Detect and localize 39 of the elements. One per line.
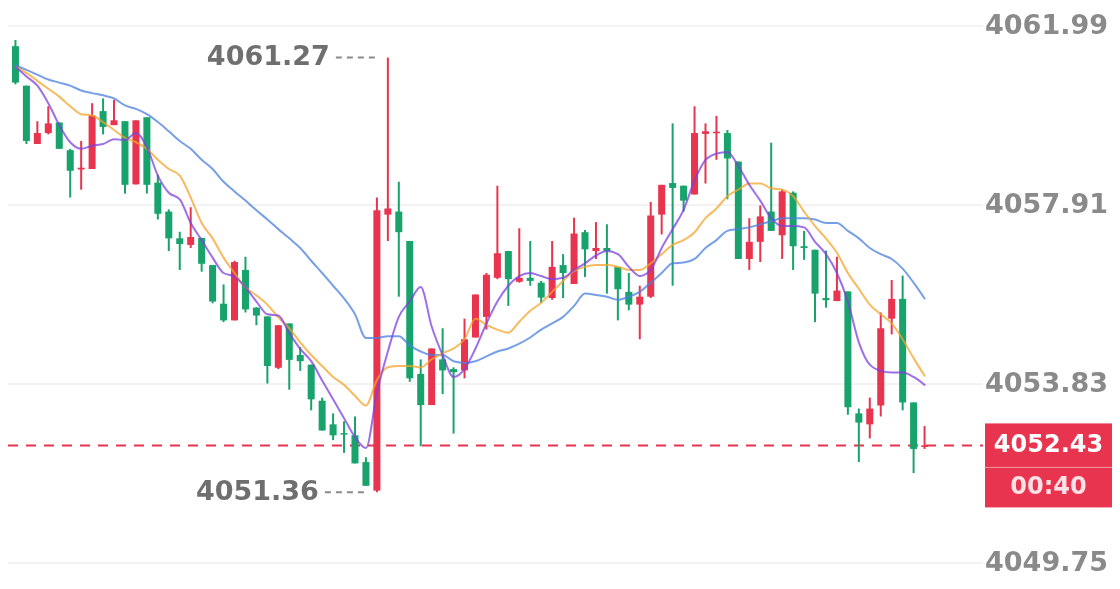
candlestick xyxy=(614,265,622,322)
candlestick xyxy=(592,221,600,260)
text: 00:40 xyxy=(1010,472,1087,501)
candlestick xyxy=(701,122,709,185)
candlestick xyxy=(745,217,753,271)
y-tick-label: 4049.75 xyxy=(985,545,1108,577)
candlestick xyxy=(44,105,52,136)
candlestick xyxy=(176,230,184,271)
y-tick-label: 4061.99 xyxy=(985,8,1108,40)
candlestick xyxy=(559,253,567,300)
candlestick xyxy=(537,279,545,304)
candlestick xyxy=(822,249,830,309)
candlestick xyxy=(340,420,348,454)
annotation: 4061.27 xyxy=(206,40,330,72)
candlestick xyxy=(515,227,523,284)
candlestick xyxy=(888,279,896,336)
candlestick xyxy=(395,180,403,298)
candlestick xyxy=(526,239,534,287)
candlestick xyxy=(680,184,688,213)
candlestick xyxy=(296,346,304,372)
candlestick xyxy=(66,147,74,199)
candlestick xyxy=(581,229,589,278)
candlestick xyxy=(866,396,874,440)
ref-line-label: 4052.43 xyxy=(993,430,1104,459)
candlestick xyxy=(855,407,863,464)
candlestick xyxy=(669,122,677,287)
candlestick xyxy=(362,456,370,487)
candlestick xyxy=(110,98,118,127)
candlestick xyxy=(187,206,195,249)
y-tick-label: 4057.91 xyxy=(985,187,1108,219)
y-tick-label: 4053.83 xyxy=(985,366,1108,398)
candlestick xyxy=(220,283,228,324)
annotation: 4051.36 xyxy=(195,474,319,506)
candlestick xyxy=(800,229,808,261)
candlestick xyxy=(450,366,458,435)
candlestick xyxy=(636,284,644,341)
candlestick xyxy=(833,255,841,303)
candlestick xyxy=(384,56,392,242)
candlestick xyxy=(329,412,337,442)
